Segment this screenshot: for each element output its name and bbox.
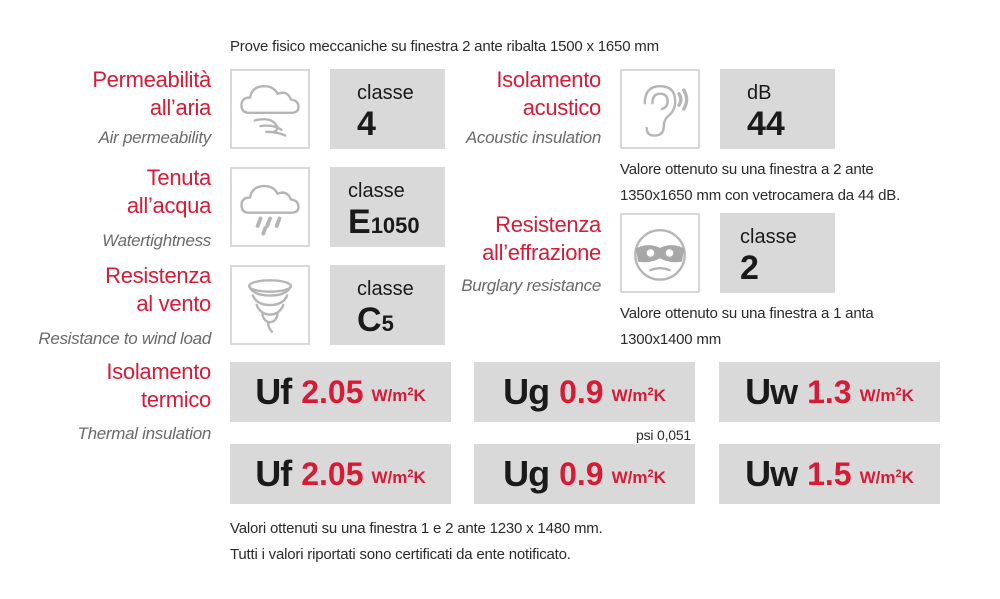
thermal-value: 1.5 — [807, 455, 852, 492]
footer-note: Valori ottenuti su una finestra 1 e 2 an… — [230, 520, 603, 563]
thermal-value: 2.05 — [301, 373, 364, 410]
permeability-title: Permeabilità all’aria — [92, 67, 211, 120]
thermal-unit: W/m2K — [371, 386, 426, 405]
thermal-uf-box: Uf 2.05 W/m2K — [230, 362, 451, 422]
wind-resistance-english: Resistance to wind load — [38, 329, 211, 348]
permeability-class-value: 4 — [357, 105, 376, 143]
acoustic-note: Valore ottenuto su una finestra a 2 ante… — [620, 161, 901, 204]
burglary-class-label: classe — [740, 226, 797, 248]
thermal-value: 2.05 — [301, 455, 364, 492]
permeability-class-box: classe 4 — [330, 69, 445, 149]
thermal-value: 0.9 — [559, 455, 604, 492]
thermal-unit: W/m2K — [859, 468, 914, 487]
thermal-title: Isolamento termico — [106, 359, 211, 412]
acoustic-db-value: 44 — [747, 105, 785, 143]
thermal-uw-box: Uw 1.5 W/m2K — [719, 444, 940, 504]
thermal-symbol: Uf — [255, 371, 292, 412]
thermal-uf-box: Uf 2.05 W/m2K — [230, 444, 451, 504]
tornado-icon — [230, 265, 310, 345]
permeability-class-label: classe — [357, 82, 414, 104]
watertightness-class-value: E1050 — [348, 203, 420, 241]
wind-cloud-icon — [230, 69, 310, 149]
rain-cloud-icon — [230, 167, 310, 247]
wind-resistance-class-label: classe — [357, 278, 414, 300]
thermal-unit: W/m2K — [859, 386, 914, 405]
acoustic-db-label: dB — [747, 82, 772, 104]
acoustic-title: Isolamento acustico — [496, 67, 601, 120]
watertightness-class-box: classe E1050 — [330, 167, 445, 247]
watertightness-title: Tenuta all’acqua — [126, 165, 211, 218]
permeability-english: Air permeability — [98, 128, 212, 147]
wind-resistance-title: Resistenza al vento — [105, 263, 211, 316]
burglary-class-box: classe 2 — [720, 213, 835, 293]
thermal-psi-note: psi 0,051 — [636, 427, 692, 443]
burglary-class-value: 2 — [740, 249, 759, 287]
acoustic-english: Acoustic insulation — [465, 128, 601, 147]
thermal-symbol: Uf — [255, 453, 292, 494]
thermal-ug-box: Ug 0.9 W/m2K — [474, 444, 695, 504]
thermal-value: 1.3 — [807, 373, 852, 410]
thermal-unit: W/m2K — [611, 468, 666, 487]
watertightness-class-label: classe — [348, 180, 405, 202]
thermal-symbol: Ug — [503, 371, 550, 412]
thermal-unit: W/m2K — [611, 386, 666, 405]
thermal-english: Thermal insulation — [77, 424, 212, 443]
watertightness-english: Watertightness — [102, 231, 211, 250]
thermal-value: 0.9 — [559, 373, 604, 410]
header-subtitle: Prove fisico meccaniche su finestra 2 an… — [230, 38, 659, 55]
ear-icon — [620, 69, 700, 149]
thermal-ug-box: Ug 0.9 W/m2K — [474, 362, 695, 422]
burglary-title: Resistenza all’effrazione — [482, 212, 601, 265]
burglary-english: Burglary resistance — [461, 276, 601, 295]
thermal-uw-box: Uw 1.3 W/m2K — [719, 362, 940, 422]
thermal-symbol: Uw — [745, 453, 798, 494]
burglar-mask-icon — [620, 213, 700, 293]
wind-resistance-class-value: C5 — [357, 301, 394, 339]
thermal-unit: W/m2K — [371, 468, 426, 487]
thermal-symbol: Ug — [503, 453, 550, 494]
wind-resistance-class-box: classe C5 — [330, 265, 445, 345]
acoustic-db-box: dB 44 — [720, 69, 835, 149]
thermal-symbol: Uw — [745, 371, 798, 412]
burglary-note: Valore ottenuto su una finestra a 1 anta… — [620, 305, 874, 348]
